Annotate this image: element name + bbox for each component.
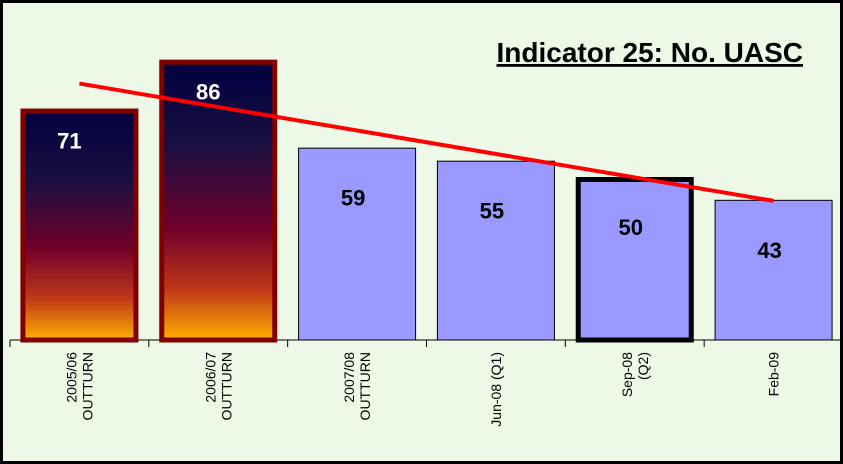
x-tick-label: 2007/08OUTTURN (341, 352, 373, 421)
bar (575, 177, 694, 343)
value-label: 59 (341, 186, 365, 211)
x-tick-label: 2005/06OUTTURN (63, 352, 95, 421)
x-tick-label-line: 2006/07 (202, 352, 218, 403)
x-tick-label: Sep-08(Q2) (619, 352, 651, 397)
x-tick-label: Feb-09 (766, 352, 782, 397)
x-tick-label: Jun-08 (Q1) (488, 352, 504, 427)
x-tick-label: 2006/07OUTTURN (202, 352, 234, 421)
value-label: 55 (480, 199, 504, 224)
chart-title: Indicator 25: No. UASC (497, 37, 803, 68)
x-tick-label-line: OUTTURN (79, 352, 95, 420)
x-tick-label-line: Feb-09 (766, 352, 782, 397)
value-label: 71 (57, 129, 81, 154)
bar (298, 147, 417, 341)
x-tick-label-line: 2007/08 (341, 352, 357, 403)
x-tick-label-line: Sep-08 (619, 352, 635, 397)
x-tick-label-line: Jun-08 (Q1) (488, 352, 504, 427)
x-tick-label-line: 2005/06 (63, 352, 79, 403)
x-tick-label-line: OUTTURN (218, 352, 234, 420)
x-tick-label-line: (Q2) (635, 352, 651, 380)
value-label: 86 (196, 80, 220, 105)
bar (436, 160, 555, 341)
trend-line (79, 81, 774, 203)
bar (714, 199, 833, 341)
value-label: 43 (757, 238, 781, 263)
value-label: 50 (619, 215, 643, 240)
bar (20, 108, 139, 343)
x-tick-label-line: OUTTURN (357, 352, 373, 420)
